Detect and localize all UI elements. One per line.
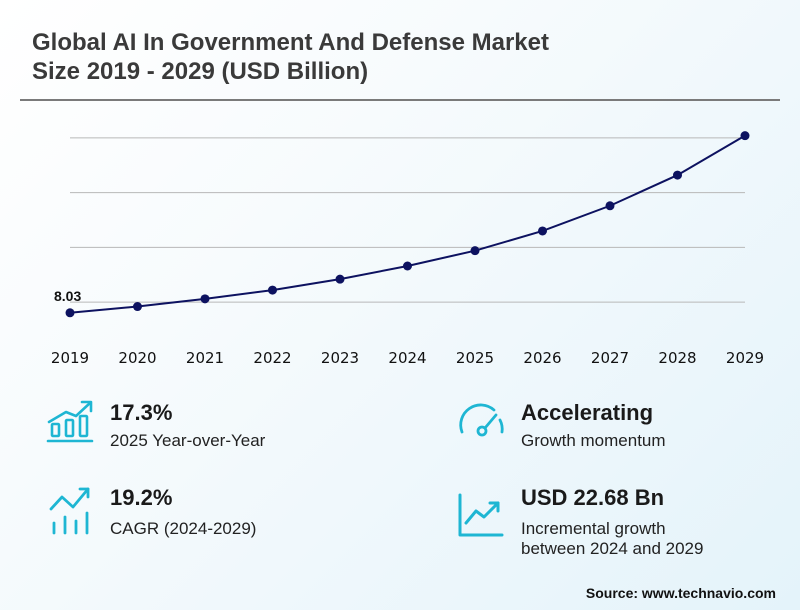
kpi-momentum: Accelerating Growth momentum xyxy=(456,398,776,458)
kpi-yoy: 17.3% 2025 Year-over-Year xyxy=(46,398,366,458)
kpi-cagr-label: CAGR (2024-2029) xyxy=(110,519,257,538)
data-point xyxy=(470,246,480,256)
x-tick-label: 2022 xyxy=(253,349,291,367)
trend-bars-icon xyxy=(49,487,90,535)
data-label: 8.03 xyxy=(54,288,81,304)
data-point xyxy=(133,302,142,312)
data-point xyxy=(673,170,682,180)
chart-title: Global AI In Government And Defense Mark… xyxy=(32,28,732,86)
source-note: Source: www.technavio.com xyxy=(585,585,776,601)
x-tick-label: 2021 xyxy=(186,349,224,367)
bar-growth-icon xyxy=(46,400,94,443)
x-tick-label: 2020 xyxy=(118,349,156,367)
x-tick-label: 2024 xyxy=(388,349,426,367)
x-tick-label: 2025 xyxy=(456,349,494,367)
data-point xyxy=(200,294,210,304)
title-line-2: Size 2019 - 2029 (USD Billion) xyxy=(32,58,369,85)
line-chart: 2019 2020 2021 2022 2023 2024 2025 2026 2027 2028… xyxy=(51,131,764,367)
x-tick-label: 2028 xyxy=(658,349,696,367)
x-tick-label: 2019 xyxy=(51,349,89,367)
trend-chart-icon xyxy=(458,493,504,537)
series-line xyxy=(69,134,746,314)
gauge-icon xyxy=(459,403,504,437)
data-point xyxy=(335,274,345,284)
kpi-momentum-value: Accelerating xyxy=(521,400,654,425)
kpi-incremental: USD 22.68 Bn Incremental growth between … xyxy=(456,483,786,563)
kpi-yoy-value: 17.3% xyxy=(110,400,173,425)
title-line-1: Global AI In Government And Defense Mark… xyxy=(32,29,549,56)
x-tick-label: 2026 xyxy=(523,349,561,367)
data-point xyxy=(605,201,615,211)
x-tick-label: 2027 xyxy=(591,349,629,367)
kpi-yoy-label: 2025 Year-over-Year xyxy=(110,431,266,450)
data-point xyxy=(740,131,750,141)
kpi-incremental-label-1: Incremental growth xyxy=(521,519,666,538)
kpi-incremental-value: USD 22.68 Bn xyxy=(521,485,665,510)
data-point xyxy=(403,261,412,271)
data-point xyxy=(268,285,277,295)
x-tick-label: 2029 xyxy=(726,349,764,367)
x-tick-label: 2023 xyxy=(321,349,359,367)
kpi-momentum-label: Growth momentum xyxy=(521,431,666,450)
data-point xyxy=(65,308,75,318)
data-point xyxy=(538,226,547,236)
kpi-cagr: 19.2% CAGR (2024-2029) xyxy=(46,483,366,543)
title-divider xyxy=(20,99,780,101)
kpi-cagr-value: 19.2% xyxy=(110,485,173,510)
kpi-incremental-label-2: between 2024 and 2029 xyxy=(521,539,704,558)
